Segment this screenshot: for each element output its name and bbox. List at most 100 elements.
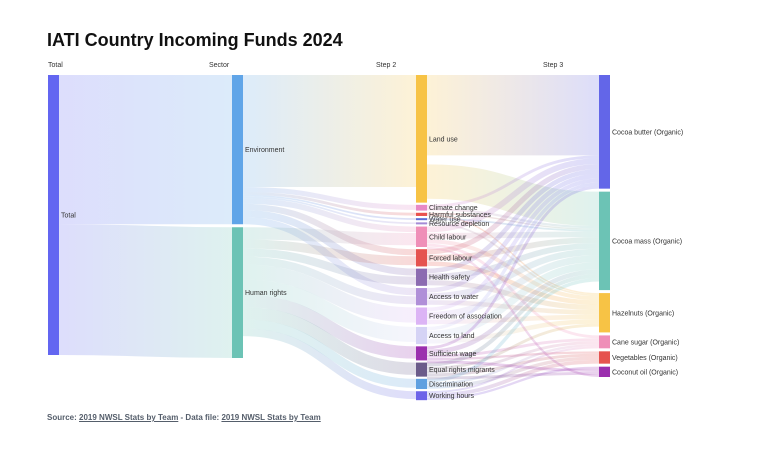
node-label-total: Total [61,213,76,220]
link-discrimination-to-cocoa_mass [426,278,600,383]
node-cane_sugar [599,335,610,349]
link-health_safety-to-cocoa_mass [426,243,600,280]
link-water_use-to-cocoa_mass [426,218,600,232]
link-forced_labour-to-cocoa_mass [426,237,600,261]
node-label-health_safety: Health safety [429,275,470,282]
node-child_labour [416,226,427,247]
link-environment-to-forced_labour [242,203,417,256]
node-total [48,75,59,355]
column-header-1: Sector [209,62,230,69]
link-discrimination-to-vegetables [426,356,600,389]
link-human_rights-to-equal_rights_migrants [242,307,417,375]
link-human_rights-to-working_hours [242,328,417,400]
link-human_rights-to-child_labour [242,227,417,246]
chart-title: IATI Country Incoming Funds 2024 [47,30,343,50]
source-prefix: Source: [47,413,80,422]
link-access_to_land-to-cocoa_mass [426,261,600,339]
link-equal_rights_migrants-to-cocoa_mass [426,274,600,367]
link-human_rights-to-freedom_of_association [242,264,417,323]
link-environment-to-health_safety [242,209,417,276]
node-label-child_labour: Child labour [429,234,467,241]
node-label-discrimination: Discrimination [429,381,473,388]
node-vegetables [599,351,610,364]
node-water_use [416,218,427,221]
node-discrimination [416,378,427,390]
node-label-water_use: Water use [429,217,461,224]
link-equal_rights_migrants-to-cane_sugar [426,341,600,374]
node-harmful_substances [416,212,427,216]
node-label-environment: Environment [245,147,284,154]
source-separator: - Data file: [178,413,222,422]
node-label-coconut_oil: Coconut oil (Organic) [612,369,678,376]
node-label-vegetables: Vegetables (Organic) [612,355,678,362]
link-forced_labour-to-cocoa_butter [426,163,600,255]
link-equal_rights_migrants-to-hazelnuts [426,323,600,370]
node-cocoa_mass [599,191,610,291]
link-human_rights-to-access_to_water [242,256,417,305]
node-forced_labour [416,249,427,267]
node-health_safety [416,268,427,286]
link-environment-to-child_labour [242,198,417,233]
node-label-sufficient_wage: Sufficient wage [429,351,476,358]
node-label-equal_rights_migrants: Equal rights migrants [429,367,495,374]
source-line: Source: 2019 NWSL Stats by Team - Data f… [47,413,321,422]
node-label-forced_labour: Forced labour [429,255,473,262]
link-access_to_water-to-cocoa_butter [426,173,600,293]
link-environment-to-climate_change [242,187,417,210]
node-sufficient_wage [416,346,427,361]
node-label-climate_change: Climate change [429,205,478,212]
link-access_to_water-to-cocoa_mass [426,248,600,300]
link-equal_rights_migrants-to-coconut_oil [426,371,600,380]
node-climate_change [416,204,427,211]
link-human_rights-to-health_safety [242,248,417,285]
sankey-links [58,74,600,400]
data-file-link[interactable]: 2019 NWSL Stats by Team [221,413,321,422]
node-label-working_hours: Working hours [429,393,475,400]
node-label-cocoa_mass: Cocoa mass (Organic) [612,238,682,245]
link-human_rights-to-access_to_land [242,279,417,343]
node-coconut_oil [599,366,610,377]
sankey-labels: Total Environment Human rights Land use Clim… [61,129,683,400]
node-working_hours [416,391,427,401]
link-discrimination-to-cane_sugar [426,344,600,385]
node-label-harmful_substances: Harmful substances [429,212,491,219]
node-equal_rights_migrants [416,362,427,377]
node-cocoa_butter [599,75,610,189]
node-label-access_to_land: Access to land [429,333,475,340]
link-environment-to-harmful_substances [242,192,417,216]
link-working_hours-to-vegetables [426,359,600,398]
link-human_rights-to-sufficient_wage [242,294,417,359]
link-environment-to-resource_depletion [242,196,417,225]
column-headers: Total Sector Step 2 Step 3 [48,62,563,69]
node-label-access_to_water: Access to water [429,294,479,301]
link-climate_change-to-cocoa_butter [426,155,600,208]
node-label-cocoa_butter: Cocoa butter (Organic) [612,129,683,136]
link-child_labour-to-coconut_oil [426,246,600,377]
column-header-0: Total [48,62,63,69]
node-environment [232,75,243,225]
link-access_to_land-to-cocoa_butter [426,182,600,331]
node-resource_depletion [416,222,427,225]
node-access_to_land [416,326,427,345]
sankey-nodes [48,75,610,401]
column-header-3: Step 3 [543,62,563,69]
link-sufficient_wage-to-cocoa_butter [426,185,600,350]
node-human_rights [232,227,243,358]
node-access_to_water [416,288,427,306]
link-human_rights-to-forced_labour [242,239,417,266]
node-land_use [416,75,427,203]
node-label-human_rights: Human rights [245,290,287,297]
column-header-2: Step 2 [376,62,396,69]
link-health_safety-to-cocoa_butter [426,169,600,274]
link-total-to-human_rights [58,224,233,358]
node-label-land_use: Land use [429,136,458,143]
link-freedom_of_association-to-cocoa_mass [426,255,600,319]
node-label-cane_sugar: Cane sugar (Organic) [612,339,679,346]
link-child_labour-to-cocoa_butter [426,158,600,233]
node-label-freedom_of_association: Freedom of association [429,314,502,321]
node-hazelnuts [599,293,610,333]
link-working_hours-to-cane_sugar [426,346,600,394]
source-link[interactable]: 2019 NWSL Stats by Team [79,413,179,422]
node-freedom_of_association [416,307,427,325]
